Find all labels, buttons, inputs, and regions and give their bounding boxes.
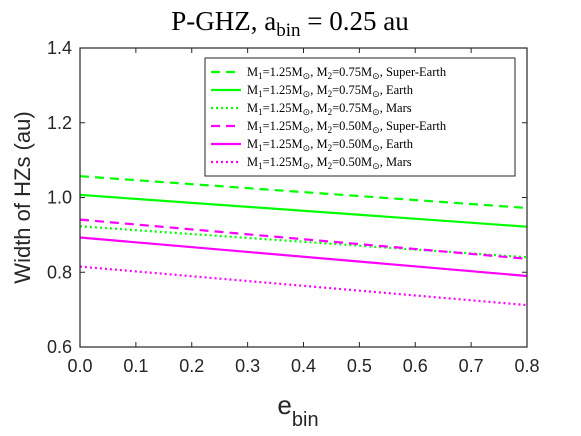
x-label-text: ebin [277,390,318,431]
x-tick-label: 0.0 [67,356,92,376]
legend-label-6: M1=1.25M⊙, M2=0.50M⊙, Mars [247,155,412,171]
legend-box [204,57,516,177]
series-line-5 [79,236,528,278]
title-subscript: bin [276,20,301,41]
series-line-4 [79,218,528,260]
legend-label-4: M1=1.25M⊙, M2=0.50M⊙, Super-Earth [247,119,447,135]
title-tail: = 0.25 au [301,6,410,36]
legend-label-3: M1=1.25M⊙, M2=0.75M⊙, Mars [247,101,412,117]
y-tick-label: 1.4 [47,38,72,58]
series-layer [79,175,528,307]
legend-label-5: M1=1.25M⊙, M2=0.50M⊙, Earth [247,137,414,153]
x-tick-label: 0.5 [347,356,372,376]
title-text: P-GHZ, abin = 0.25 au [171,6,409,41]
chart-title: P-GHZ, abin = 0.25 au [171,6,409,41]
x-axis-label: ebin [277,390,318,431]
axis-ticks: 0.0 0.1 0.2 0.3 0.4 0.5 0.6 0.7 0.8 0.6 0.8 1.0 1.2 1… [47,38,540,376]
x-tick-label: 0.8 [514,356,539,376]
legend: M1=1.25M⊙, M2=0.75M⊙, Super-Earth M1=1.25… [204,57,516,177]
x-tick-label: 0.6 [403,356,428,376]
y-tick-label: 0.6 [47,337,72,357]
x-tick-label: 0.3 [235,356,260,376]
x-tick-label: 0.7 [459,356,484,376]
y-tick-label: 1.0 [47,188,72,208]
x-label-subscript: bin [292,409,319,431]
legend-label-2: M1=1.25M⊙, M2=0.75M⊙, Earth [247,83,414,99]
y-axis-label: Width of HZs (au) [10,111,35,283]
x-label-main: e [277,390,291,420]
series-line-1 [79,175,528,210]
title-main: P-GHZ, a [171,6,276,36]
series-line-2 [79,193,528,228]
x-tick-label: 0.2 [179,356,204,376]
y-tick-label: 1.2 [47,113,72,133]
series-line-6 [79,265,528,307]
legend-label-1: M1=1.25M⊙, M2=0.75M⊙, Super-Earth [247,65,447,81]
y-tick-label: 0.8 [47,262,72,282]
x-tick-label: 0.4 [291,356,316,376]
x-tick-label: 0.1 [123,356,148,376]
